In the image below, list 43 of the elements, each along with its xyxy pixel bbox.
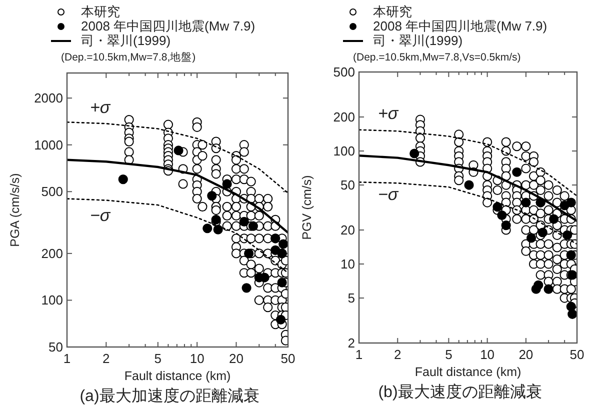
legend-label: 2008 年中国四川地震(Mw 7.9) bbox=[81, 18, 256, 34]
x-axis-title: Fault distance (km) bbox=[124, 369, 231, 383]
text: (a)最大加速度の距離減衰 bbox=[80, 387, 260, 405]
text: (Dep.=10.5km,Mw=7.8,Vs=0.5km/s) bbox=[353, 52, 521, 64]
x-tick-label: 10 bbox=[480, 347, 495, 362]
x-tick-label: 50 bbox=[570, 347, 584, 362]
x-tick-label: 50 bbox=[280, 351, 296, 366]
x-tick-label: 10 bbox=[190, 351, 204, 366]
y-tick-label: 50 bbox=[340, 178, 355, 193]
y-tick-label: 2000 bbox=[34, 90, 63, 106]
x-tick-label: 1 bbox=[355, 347, 363, 362]
annotation: +σ bbox=[90, 98, 111, 117]
annotation: +σ bbox=[378, 104, 399, 123]
y-tick-label: 100 bbox=[41, 292, 63, 308]
y-tick-label: 200 bbox=[333, 109, 355, 124]
y-tick-label: 1000 bbox=[34, 137, 63, 152]
y-tick-label: 10 bbox=[340, 256, 355, 272]
y-tick-label: 20 bbox=[340, 222, 355, 238]
legend-label: 本研究 bbox=[373, 4, 412, 19]
x-tick-label: 2 bbox=[102, 351, 110, 366]
x-tick-label: 5 bbox=[445, 347, 452, 362]
y-tick-label: 100 bbox=[333, 143, 355, 158]
x-tick-label: 1 bbox=[63, 351, 71, 366]
x-tick-label: 20 bbox=[518, 347, 534, 362]
x-axis-title: Fault distance (km) bbox=[414, 365, 522, 379]
legend-label: 司・翠川(1999) bbox=[81, 33, 171, 48]
y-tick-label: 200 bbox=[41, 246, 63, 261]
text: (Dep.=10.5km,Mw=7.8,地盤) bbox=[61, 50, 196, 64]
x-tick-label: 2 bbox=[394, 347, 402, 362]
y-tick-label: 2 bbox=[348, 336, 355, 350]
annotation: −σ bbox=[90, 206, 111, 225]
legend-label: 司・翠川(1999) bbox=[373, 33, 463, 48]
annotation: −σ bbox=[378, 185, 399, 204]
y-axis-title: PGV (cm/s) bbox=[300, 175, 314, 240]
x-tick-label: 5 bbox=[154, 351, 162, 366]
y-tick-label: 500 bbox=[41, 184, 63, 200]
y-tick-label: 5 bbox=[348, 290, 355, 306]
y-tick-label: 500 bbox=[333, 64, 355, 80]
legend-label: 本研究 bbox=[81, 4, 120, 19]
y-axis-title: PGA (cm/s/s) bbox=[8, 173, 22, 247]
x-tick-label: 20 bbox=[229, 351, 244, 366]
legend-label: 2008 年中国四川地震(Mw 7.9) bbox=[373, 18, 548, 34]
text: (b)最大速度の距離減衰 bbox=[378, 383, 542, 401]
